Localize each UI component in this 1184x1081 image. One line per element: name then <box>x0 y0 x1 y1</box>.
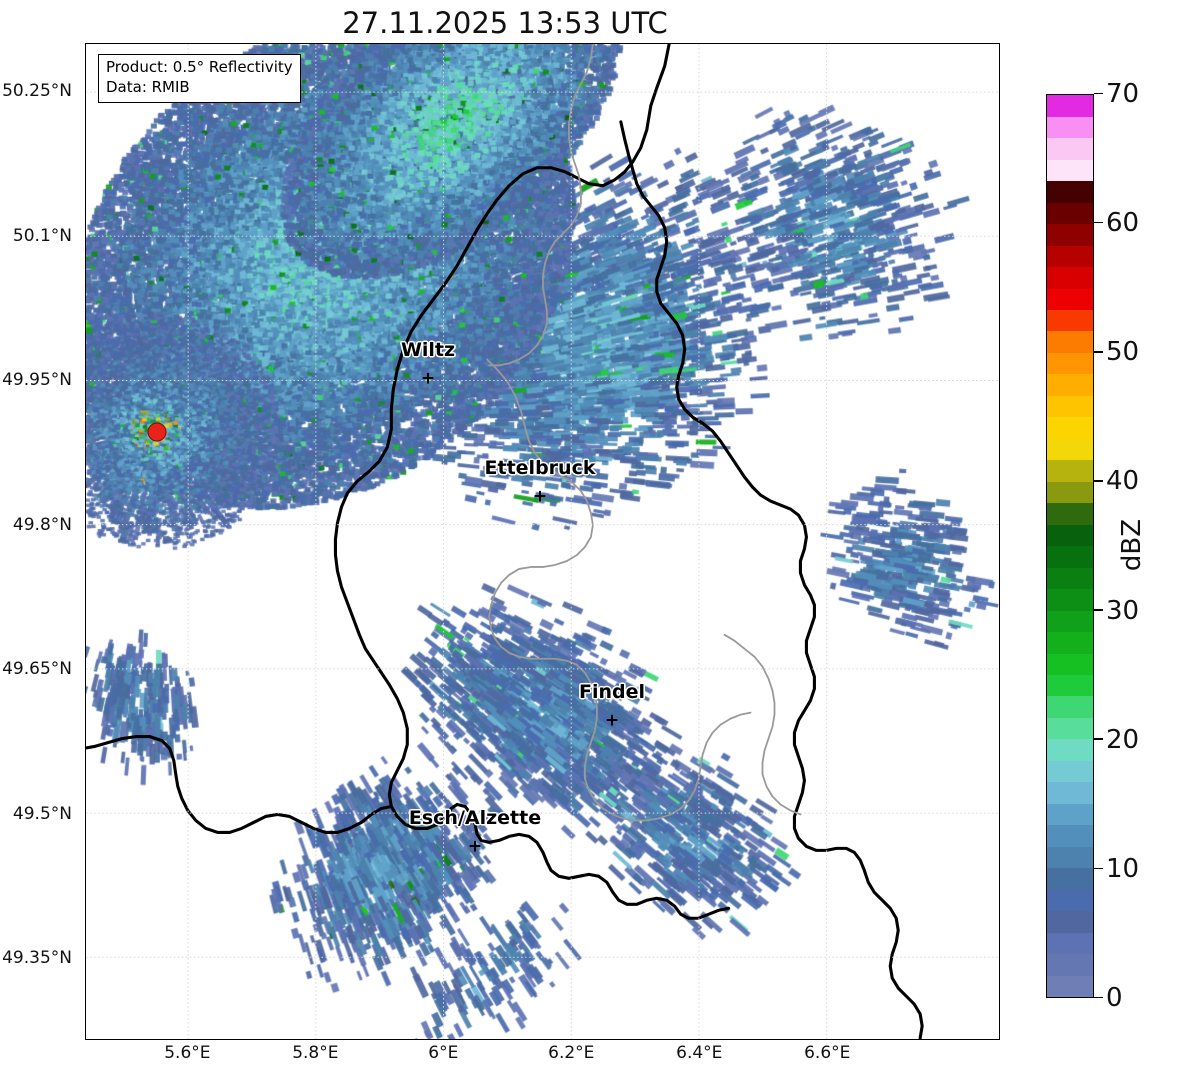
page-title: 27.11.2025 13:53 UTC <box>342 6 668 40</box>
colorbar-band <box>1047 782 1093 804</box>
colorbar-band <box>1047 159 1093 182</box>
x-axis-labels: 5.6°E 5.8°E 6°E 6.2°E 6.4°E 6.6°E <box>0 1043 1010 1079</box>
colorbar-tick-value: 20 <box>1106 724 1140 755</box>
colorbar-band <box>1047 138 1093 160</box>
colorbar-tick: 30 <box>1094 596 1139 626</box>
colorbar-band <box>1047 632 1093 654</box>
colorbar-tick-value: 0 <box>1106 983 1123 1013</box>
colorbar-tick: 50 <box>1094 337 1139 367</box>
y-tick-label: 49.65°N <box>2 659 72 680</box>
border-path <box>488 44 594 367</box>
colorbar-band <box>1047 975 1093 997</box>
colorbar-band <box>1047 653 1093 675</box>
colorbar-band <box>1047 374 1093 396</box>
colorbar-band <box>1047 739 1093 761</box>
product-line: Product: 0.5° Reflectivity <box>106 58 293 76</box>
colorbar-band <box>1047 589 1093 611</box>
y-tick-label: 49.35°N <box>2 948 72 969</box>
y-axis-labels: 50.25°N 50.1°N 49.95°N 49.8°N 49.65°N 49.5°N 4… <box>0 0 80 1081</box>
colorbar-band <box>1047 267 1093 289</box>
border-path <box>486 358 752 822</box>
colorbar-tick-value: 60 <box>1106 208 1140 239</box>
colorbar-tick: 0 <box>1094 983 1123 1013</box>
y-tick-label: 50.25°N <box>2 81 72 102</box>
colorbar-band <box>1047 803 1093 826</box>
colorbar-band <box>1047 481 1093 504</box>
y-tick-label: 49.5°N <box>12 803 72 824</box>
data-source-line: Data: RMIB <box>106 77 190 96</box>
colorbar-band <box>1047 245 1093 268</box>
colorbar-band <box>1047 395 1093 418</box>
colorbar-band <box>1047 825 1093 847</box>
colorbar-tick: 60 <box>1094 208 1139 238</box>
colorbar-band <box>1047 116 1093 139</box>
border-path <box>723 633 802 816</box>
colorbar-band <box>1047 503 1093 525</box>
coordinate-grid-layer <box>86 44 999 1039</box>
colorbar-band <box>1047 674 1093 697</box>
colorbar-band <box>1047 911 1093 933</box>
map-borders-layer <box>86 44 924 1039</box>
colorbar-band <box>1047 288 1093 310</box>
border-path <box>619 120 924 1039</box>
border-path <box>86 735 393 834</box>
colorbar-tick: 70 <box>1094 79 1139 109</box>
colorbar-unit-label: dBZ <box>1117 518 1147 572</box>
colorbar-band <box>1047 954 1093 976</box>
colorbar-band <box>1047 567 1093 590</box>
colorbar-band <box>1047 331 1093 353</box>
colorbar-band <box>1047 760 1093 783</box>
radar-reflectivity-layer <box>86 44 999 1039</box>
y-tick-label: 49.8°N <box>12 514 72 535</box>
colorbar-band <box>1047 202 1093 225</box>
colorbar-band <box>1047 524 1093 547</box>
colorbar-band <box>1047 546 1093 568</box>
colorbar-band <box>1047 846 1093 869</box>
colorbar-band <box>1047 95 1093 117</box>
colorbar-tick: 20 <box>1094 725 1139 755</box>
colorbar-tick-value: 30 <box>1106 595 1140 626</box>
colorbar-band <box>1047 417 1093 439</box>
colorbar-tick-value: 50 <box>1106 337 1140 368</box>
x-tick-label: 5.6°E <box>164 1043 211 1063</box>
y-tick-label: 50.1°N <box>12 225 72 246</box>
colorbar-gradient <box>1046 94 1094 998</box>
colorbar-tick-labels: 0 10 20 30 40 50 60 70 <box>1094 79 1184 1013</box>
colorbar-band <box>1047 352 1093 375</box>
x-tick-label: 5.8°E <box>292 1043 339 1063</box>
colorbar-tick: 10 <box>1094 854 1139 884</box>
x-tick-label: 6.2°E <box>548 1043 595 1063</box>
colorbar-band <box>1047 889 1093 912</box>
product-info-box: Product: 0.5° Reflectivity Data: RMIB <box>98 54 301 103</box>
radar-site-marker[interactable] <box>147 422 167 442</box>
y-tick-label: 49.95°N <box>2 370 72 391</box>
colorbar-band <box>1047 717 1093 740</box>
radar-plot-area[interactable]: Product: 0.5° Reflectivity Data: RMIB Wi… <box>85 43 1000 1040</box>
colorbar-tick-value: 70 <box>1106 79 1140 109</box>
border-path <box>333 44 731 920</box>
colorbar[interactable] <box>1046 94 1094 998</box>
colorbar-band <box>1047 868 1093 890</box>
colorbar-band <box>1047 932 1093 955</box>
colorbar-tick: 40 <box>1094 466 1139 496</box>
colorbar-band <box>1047 224 1093 246</box>
colorbar-band <box>1047 438 1093 461</box>
x-tick-label: 6.4°E <box>676 1043 723 1063</box>
colorbar-tick-value: 40 <box>1106 466 1140 497</box>
x-tick-label: 6.6°E <box>804 1043 851 1063</box>
colorbar-band <box>1047 181 1093 203</box>
colorbar-band <box>1047 696 1093 718</box>
colorbar-tick-value: 10 <box>1106 853 1140 884</box>
colorbar-band <box>1047 460 1093 482</box>
colorbar-band <box>1047 610 1093 633</box>
colorbar-band <box>1047 310 1093 332</box>
x-tick-label: 6°E <box>428 1043 459 1063</box>
